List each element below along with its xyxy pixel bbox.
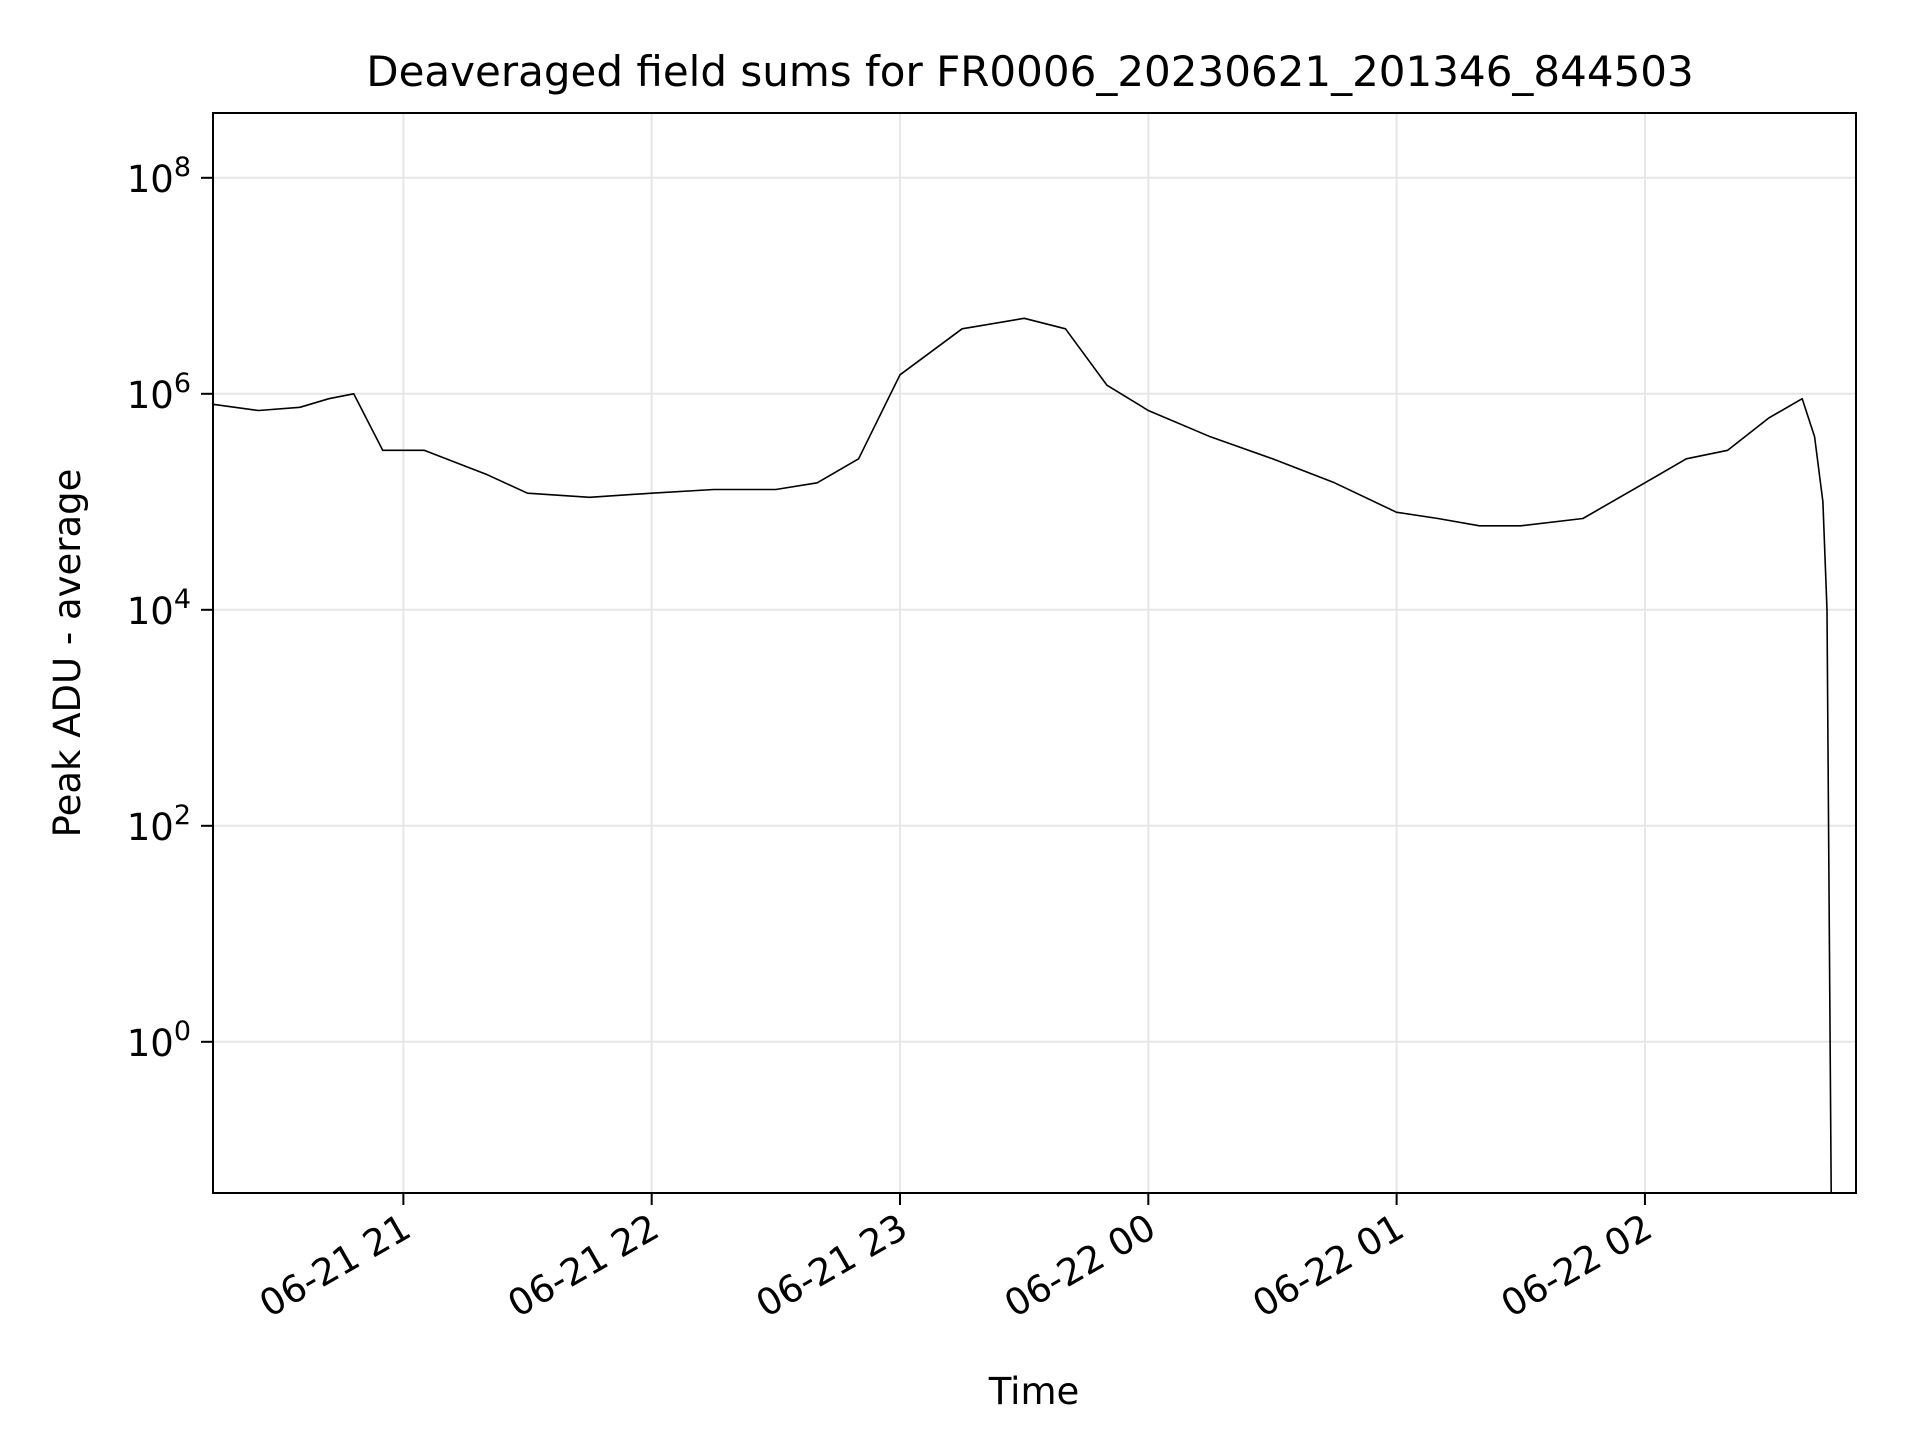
x-tick-label: 06-21 21 [252, 1206, 418, 1326]
grid-lines [213, 113, 1856, 1193]
x-axis-label: Time [988, 1370, 1080, 1413]
y-tick-label: 104 [127, 584, 191, 633]
x-tick-label: 06-22 02 [1494, 1206, 1660, 1326]
x-tick-labels: 06-21 21 06-21 22 06-21 23 06-22 00 06-22 01… [252, 1206, 1659, 1326]
axis-ticks [201, 176, 1646, 1205]
y-tick-labels: 108 106 104 102 100 [127, 152, 191, 1065]
y-axis-label: Peak ADU - average [46, 469, 89, 838]
x-tick-label: 06-21 22 [501, 1206, 667, 1326]
plot-frame [212, 112, 1857, 1194]
x-tick-label: 06-22 01 [1246, 1206, 1412, 1326]
series-group [212, 317, 1832, 1194]
x-tick-label: 06-22 00 [997, 1206, 1163, 1326]
y-tick-label: 106 [127, 368, 191, 417]
y-tick-label: 102 [127, 800, 191, 849]
y-tick-label: 108 [127, 152, 191, 201]
series-line [212, 317, 1832, 1194]
chart-title: Deaveraged field sums for FR0006_2023062… [366, 47, 1694, 96]
y-tick-label: 100 [127, 1016, 191, 1065]
x-tick-label: 06-21 23 [749, 1206, 915, 1326]
